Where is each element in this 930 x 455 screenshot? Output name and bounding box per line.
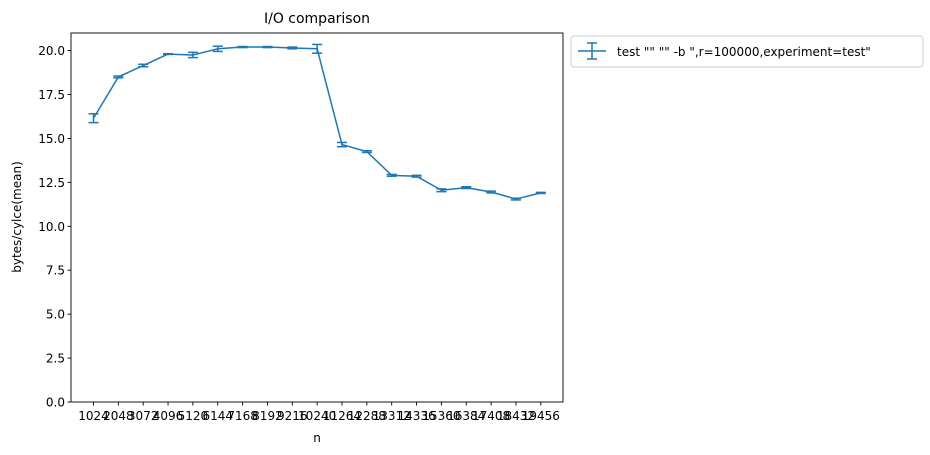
error-bars <box>88 43 546 201</box>
y-tick-label: 7.5 <box>46 264 65 278</box>
x-tick-label: 17408 <box>472 409 510 423</box>
chart-title: I/O comparison <box>264 11 370 27</box>
x-tick-label: 13312 <box>373 409 411 423</box>
legend: test "" "" -b ",r=100000,experiment=test… <box>570 35 924 68</box>
x-tick-label: 10240 <box>298 409 336 423</box>
x-tick-label: 1024 <box>78 409 109 423</box>
x-tick-label: 4096 <box>153 409 184 423</box>
x-axis: 1024204830724096512061447168819292161024… <box>78 402 560 423</box>
x-tick-label: 5120 <box>178 409 209 423</box>
x-tick-label: 15360 <box>422 409 460 423</box>
y-tick-label: 17.5 <box>38 88 65 102</box>
y-tick-label: 12.5 <box>38 176 65 190</box>
y-axis-label: bytes/cylce(mean) <box>10 161 24 273</box>
x-tick-label: 14336 <box>397 409 435 423</box>
x-tick-label: 9216 <box>277 409 308 423</box>
x-tick-label: 6144 <box>202 409 233 423</box>
y-tick-label: 20.0 <box>38 44 65 58</box>
x-tick-label: 19456 <box>522 409 560 423</box>
x-axis-label: n <box>313 431 321 445</box>
legend-series-label: test "" "" -b ",r=100000,experiment=test… <box>617 45 871 59</box>
series-line <box>92 46 541 200</box>
x-tick-label: 16384 <box>447 409 485 423</box>
x-tick-label: 7168 <box>227 409 258 423</box>
x-tick-label: 11264 <box>323 409 361 423</box>
y-axis: 0.0 2.5 5.0 7.5 10.0 12.5 15.0 17.5 20.0 <box>38 44 71 410</box>
legend-box <box>570 35 924 68</box>
x-tick-label: 18432 <box>497 409 535 423</box>
y-tick-label: 10.0 <box>38 220 65 234</box>
legend-series-handle-icon <box>578 42 606 60</box>
y-tick-label: 15.0 <box>38 132 65 146</box>
y-tick-label: 5.0 <box>46 308 65 322</box>
plot-area <box>70 32 564 403</box>
x-tick-label: 3072 <box>128 409 159 423</box>
x-tick-label: 8192 <box>252 409 283 423</box>
series-lines <box>92 46 541 200</box>
x-tick-label: 12288 <box>348 409 386 423</box>
x-tick-label: 2048 <box>103 409 134 423</box>
y-tick-label: 0.0 <box>46 396 65 410</box>
y-tick-label: 2.5 <box>46 352 65 366</box>
